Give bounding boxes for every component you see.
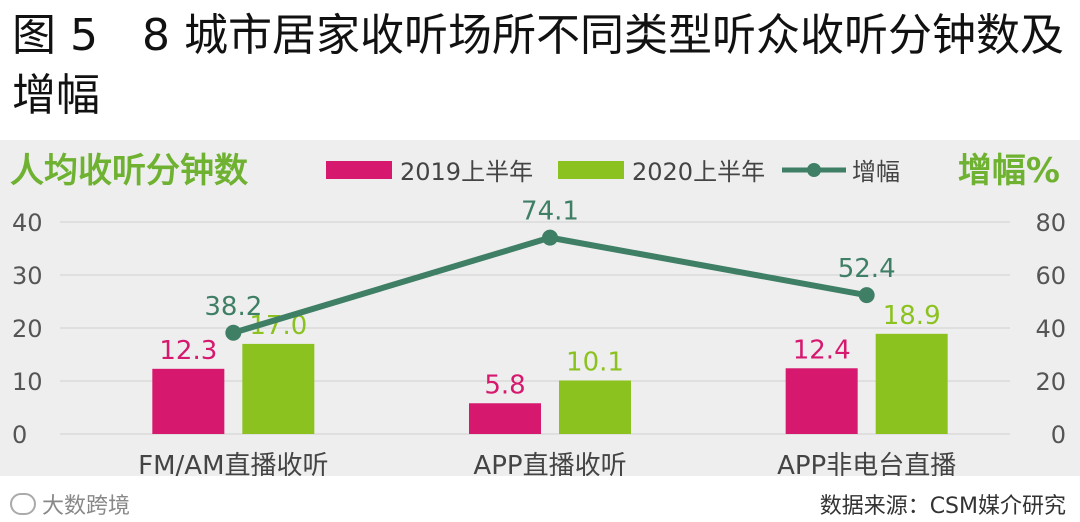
watermark: 大数跨境: [10, 488, 130, 520]
legend-swatch-2019: [326, 161, 392, 179]
growth-data-label: 52.4: [838, 254, 896, 284]
chart-area: 0 10 20 30 40 0 20 40 60 80 人均收听分钟数 增幅% 2019上半年 2020上…: [0, 140, 1080, 476]
growth-data-label: 74.1: [521, 197, 579, 227]
left-tick-label: 0: [12, 421, 27, 449]
bar-2019: [785, 368, 858, 434]
category-label: FM/AM直播收听: [138, 451, 328, 476]
growth-point: [225, 324, 242, 341]
left-tick-label: 40: [12, 209, 43, 237]
data-label-2020: 18.9: [883, 301, 941, 331]
growth-point: [858, 287, 875, 304]
data-label-2020: 10.1: [566, 347, 624, 377]
data-label-2019: 5.8: [484, 370, 525, 400]
watermark-logo-icon: [10, 493, 36, 515]
growth-line: [232, 234, 868, 336]
growth-point: [542, 229, 558, 246]
right-tick-label: 80: [1035, 209, 1066, 237]
source-note: 数据来源：CSM媒介研究: [819, 494, 1066, 519]
legend-label-growth: 增幅: [852, 158, 900, 186]
growth-data-label: 38.2: [204, 292, 262, 322]
right-tick-label: 0: [1051, 421, 1066, 449]
category-label: APP非电台直播: [777, 451, 956, 476]
legend-label-2020: 2020上半年: [632, 158, 765, 186]
data-label-2019: 12.3: [159, 336, 217, 366]
bar-2019: [469, 403, 541, 434]
combo-chart: 0 10 20 30 40 0 20 40 60 80 人均收听分钟数 增幅% 2019上半年 2020上…: [10, 151, 1066, 476]
bar-2020: [559, 380, 631, 434]
left-tick-label: 30: [12, 262, 43, 290]
right-axis-title: 增幅%: [958, 151, 1060, 191]
right-tick-label: 60: [1035, 262, 1066, 290]
bar-2020: [875, 333, 948, 434]
legend-swatch-2020: [558, 161, 624, 179]
data-label-2019: 12.4: [793, 335, 851, 365]
category-label: APP直播收听: [473, 451, 626, 476]
left-tick-label: 10: [12, 368, 43, 396]
bar-2020: [242, 343, 315, 434]
legend-label-2019: 2019上半年: [400, 158, 533, 186]
legend-line-marker: [807, 163, 821, 177]
left-tick-label: 20: [12, 315, 43, 343]
right-tick-label: 20: [1035, 368, 1066, 396]
left-axis-title: 人均收听分钟数: [10, 151, 248, 191]
figure-title: 图 5 8 城市居家收听场所不同类型听众收听分钟数及增幅: [12, 10, 1064, 121]
watermark-text: 大数跨境: [42, 494, 131, 519]
right-tick-label: 40: [1035, 315, 1066, 343]
bar-2019: [152, 368, 225, 434]
